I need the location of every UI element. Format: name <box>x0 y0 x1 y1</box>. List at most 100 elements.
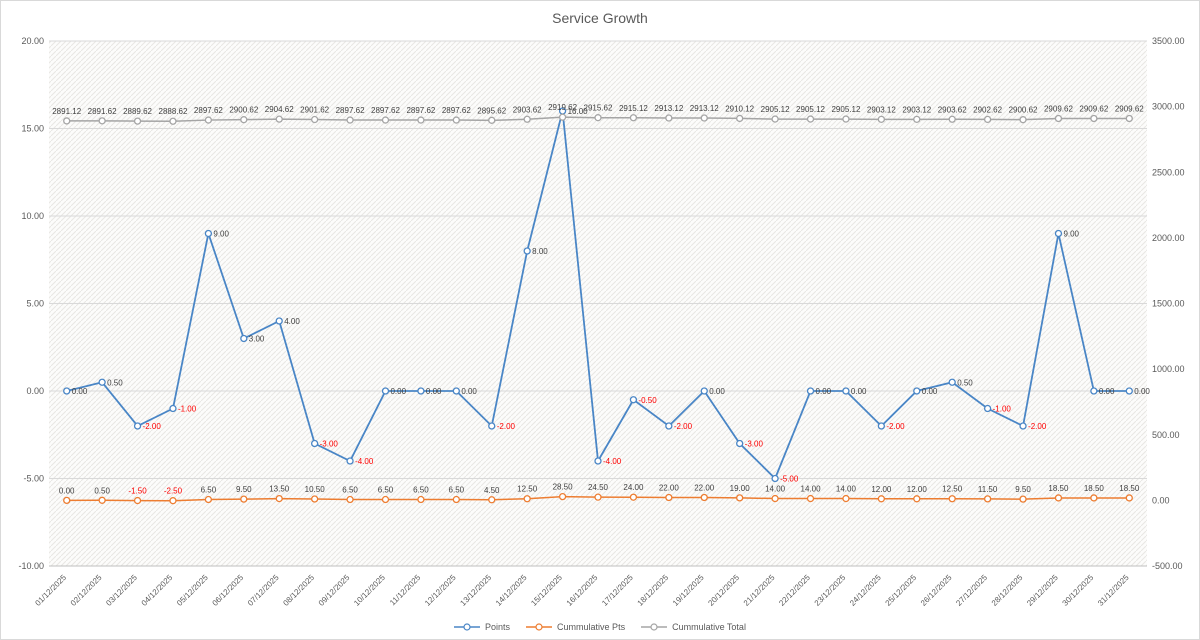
data-label: 3.00 <box>249 335 265 344</box>
data-label: 0.00 <box>59 486 75 495</box>
legend-label: Points <box>485 622 511 632</box>
data-point-marker <box>806 115 815 123</box>
data-label: 2888.62 <box>159 107 188 116</box>
data-point-marker <box>842 387 850 395</box>
data-point-marker <box>133 422 142 430</box>
data-point-marker <box>488 496 496 504</box>
legend-line-marker-icon <box>526 623 553 631</box>
y-axis-tick-right: 500.00 <box>1152 430 1180 440</box>
data-label: 6.50 <box>378 486 394 495</box>
data-point-marker <box>381 387 390 395</box>
x-axis-label: 08/12/2025 <box>281 573 316 608</box>
data-point-marker <box>310 495 319 503</box>
data-label: 2901.62 <box>300 106 329 115</box>
data-label: 12.00 <box>907 485 928 494</box>
y-axis-tick-left: 15.00 <box>21 124 44 134</box>
data-label: -2.00 <box>497 422 516 431</box>
x-axis-label: 25/12/2025 <box>884 573 919 608</box>
data-point-marker <box>452 387 460 395</box>
data-point-marker <box>275 115 283 123</box>
data-point-marker <box>346 457 354 465</box>
data-point-marker <box>1090 387 1098 395</box>
data-point-marker <box>771 494 779 503</box>
data-point-marker <box>594 114 602 122</box>
data-point-marker <box>1054 114 1063 123</box>
data-point-marker <box>240 334 248 343</box>
series-points[interactable]: 0.00 0.50 -2.00 -1.00 9.00 3.00 4.00 -3.00 -4.00… <box>63 107 1151 484</box>
data-point-marker <box>771 474 779 483</box>
x-axis-label: 21/12/2025 <box>742 573 777 608</box>
data-label: 0.00 <box>709 387 725 396</box>
data-point-marker <box>133 496 142 505</box>
data-label: 0.00 <box>426 387 442 396</box>
data-point-marker <box>452 116 460 124</box>
data-label: -2.00 <box>143 422 162 431</box>
legend-item-cummulative-pts[interactable]: Cummulative Pts <box>526 622 625 632</box>
data-label: 6.50 <box>413 486 429 495</box>
data-point-marker <box>452 495 460 504</box>
x-axis-label: 12/12/2025 <box>423 573 458 608</box>
x-axis-label: 18/12/2025 <box>636 573 671 608</box>
data-label: 2903.12 <box>867 105 896 114</box>
data-label: 2897.62 <box>371 106 400 115</box>
data-label: 22.00 <box>659 483 680 492</box>
data-point-marker <box>310 115 319 124</box>
data-point-marker <box>913 495 921 503</box>
legend-item-cummulative-total[interactable]: Cummulative Total <box>641 622 746 632</box>
x-axis-label: 17/12/2025 <box>600 573 635 608</box>
data-point-marker <box>736 439 744 448</box>
data-point-marker <box>275 317 283 325</box>
data-label: 2913.12 <box>654 104 683 113</box>
data-point-marker <box>1019 422 1027 430</box>
data-label: 2895.62 <box>477 106 506 115</box>
data-label: 6.50 <box>449 486 465 495</box>
data-point-marker <box>63 117 71 125</box>
data-label: 2902.62 <box>973 105 1002 114</box>
data-point-marker <box>346 495 354 504</box>
x-axis-label: 23/12/2025 <box>813 573 848 608</box>
data-point-marker <box>736 114 744 123</box>
x-axis-label: 09/12/2025 <box>317 573 352 608</box>
data-label: 2905.12 <box>796 105 825 114</box>
data-point-marker <box>842 494 850 503</box>
data-point-marker <box>417 495 425 504</box>
data-point-marker <box>98 378 106 386</box>
series-cummulative-pts[interactable]: 0.00 0.50 -1.50 -2.50 6.50 9.50 13.50 10.50 6.50… <box>59 483 1140 505</box>
data-label: 2904.62 <box>265 105 294 114</box>
data-point-marker <box>913 115 921 123</box>
data-label: 2897.62 <box>194 106 223 115</box>
y-axis-tick-right: 2500.00 <box>1152 167 1185 177</box>
data-point-marker <box>806 494 815 503</box>
data-label: 2915.12 <box>619 104 648 113</box>
data-label: 2909.62 <box>1079 104 1108 113</box>
data-point-marker <box>771 115 779 123</box>
data-label: -1.00 <box>993 405 1012 414</box>
y-axis-tick-right: 1500.00 <box>1152 299 1185 309</box>
data-label: 2915.62 <box>584 104 613 113</box>
data-label: 2910.12 <box>725 104 754 113</box>
x-axis-label: 13/12/2025 <box>458 573 493 608</box>
data-label: 2897.62 <box>336 106 365 115</box>
data-point-marker <box>523 247 531 255</box>
data-point-marker <box>310 439 319 448</box>
data-label: 0.00 <box>1134 387 1150 396</box>
x-axis-label: 14/12/2025 <box>494 573 529 608</box>
data-point-marker <box>1090 114 1098 123</box>
legend-label: Cummulative Pts <box>557 622 626 632</box>
data-label: 2903.62 <box>513 105 542 114</box>
data-label: 0.00 <box>72 387 88 396</box>
y-axis-tick-right: 3500.00 <box>1152 36 1185 46</box>
data-label: 2905.12 <box>761 105 790 114</box>
chart-legend: Points Cummulative Pts Cummulative Total <box>1 622 1199 632</box>
data-label: 12.50 <box>942 485 963 494</box>
data-point-marker <box>665 493 673 502</box>
legend-item-points[interactable]: Points <box>454 622 510 632</box>
data-label: 2903.12 <box>902 105 931 114</box>
data-point-marker <box>983 115 992 124</box>
data-point-marker <box>700 387 708 395</box>
data-label: -5.00 <box>780 475 799 484</box>
data-label: 12.00 <box>871 485 892 494</box>
series-cummulative-total[interactable]: 2891.12 2891.62 2889.62 2888.62 2897.62 2900.… <box>52 103 1144 125</box>
data-point-marker <box>877 422 886 430</box>
